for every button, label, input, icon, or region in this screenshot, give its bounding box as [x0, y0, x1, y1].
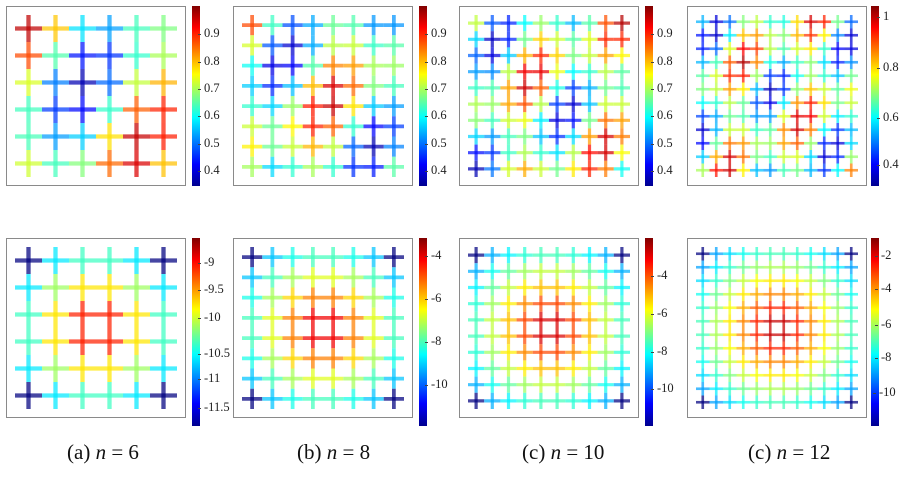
caption-a: (a) n = 6 — [67, 440, 139, 464]
cbar-tick: 0.9 — [425, 26, 447, 40]
cbar-tick: 0.6 — [425, 108, 447, 122]
grid-plot-bottom-a — [6, 238, 186, 418]
cbar-tick: -8 — [650, 344, 668, 358]
colorbar-top-c10 — [645, 6, 653, 186]
caption-b: (b) n = 8 — [297, 440, 371, 464]
cbar-tick: 0.9 — [651, 26, 673, 40]
caption-c10: (c) n = 10 — [522, 440, 605, 464]
cbar-tick: -4 — [424, 248, 442, 262]
cbar-tick: 0.9 — [198, 26, 220, 40]
cbar-tick: 1 — [876, 9, 890, 23]
cbar-tick: 0.7 — [425, 81, 447, 95]
cbar-tick: 0.8 — [877, 60, 899, 74]
colorbar-bottom-c10 — [645, 238, 653, 426]
cbar-tick: -4 — [874, 281, 892, 295]
colorbar-bottom-b — [419, 238, 427, 426]
grid-plot-top-a — [6, 6, 186, 186]
cbar-tick: 0.8 — [425, 54, 447, 68]
cbar-tick: 0.8 — [651, 54, 673, 68]
cbar-tick: 0.5 — [651, 136, 673, 150]
grid-plot-bottom-c10 — [459, 238, 639, 418]
cbar-tick: -10 — [651, 381, 674, 395]
cbar-tick: 0.6 — [198, 108, 220, 122]
cbar-tick: -9 — [197, 255, 215, 269]
cbar-tick: 0.7 — [651, 81, 673, 95]
colorbar-top-c12 — [871, 6, 879, 186]
cbar-tick: -6 — [874, 317, 892, 331]
grid-plot-top-c10 — [459, 6, 639, 186]
cbar-tick: 0.4 — [198, 163, 220, 177]
cbar-tick: 0.4 — [651, 163, 673, 177]
colorbar-top-b — [419, 6, 427, 186]
cbar-tick: 0.5 — [198, 136, 220, 150]
cbar-tick: -8 — [874, 350, 892, 364]
cbar-tick: 0.6 — [651, 108, 673, 122]
cbar-tick: -8 — [424, 334, 442, 348]
colorbar-bottom-c12 — [871, 238, 879, 426]
cbar-tick: -6 — [424, 291, 442, 305]
cbar-tick: -9.5 — [198, 282, 224, 296]
cbar-tick: 0.4 — [425, 163, 447, 177]
cbar-tick: -11.5 — [198, 400, 230, 414]
cbar-tick: 0.5 — [425, 136, 447, 150]
colorbar-top-a — [192, 6, 200, 186]
cbar-tick: -10 — [873, 385, 896, 399]
cbar-tick: 0.7 — [198, 81, 220, 95]
colorbar-bottom-a — [192, 238, 200, 426]
cbar-tick: 0.8 — [198, 54, 220, 68]
grid-plot-top-c12 — [687, 6, 867, 186]
grid-plot-top-b — [233, 6, 413, 186]
cbar-tick: -10 — [425, 377, 448, 391]
cbar-tick: 0.4 — [877, 157, 899, 171]
cbar-tick: -6 — [650, 306, 668, 320]
grid-plot-bottom-c12 — [687, 238, 867, 418]
cbar-tick: -2 — [874, 248, 892, 262]
cbar-tick: 0.6 — [877, 110, 899, 124]
cbar-tick: -10 — [198, 310, 221, 324]
cbar-tick: -10.5 — [197, 346, 231, 360]
cbar-tick: -11 — [197, 371, 221, 385]
cbar-tick: -4 — [650, 268, 668, 282]
caption-c12: (c) n = 12 — [748, 440, 831, 464]
grid-plot-bottom-b — [233, 238, 413, 418]
